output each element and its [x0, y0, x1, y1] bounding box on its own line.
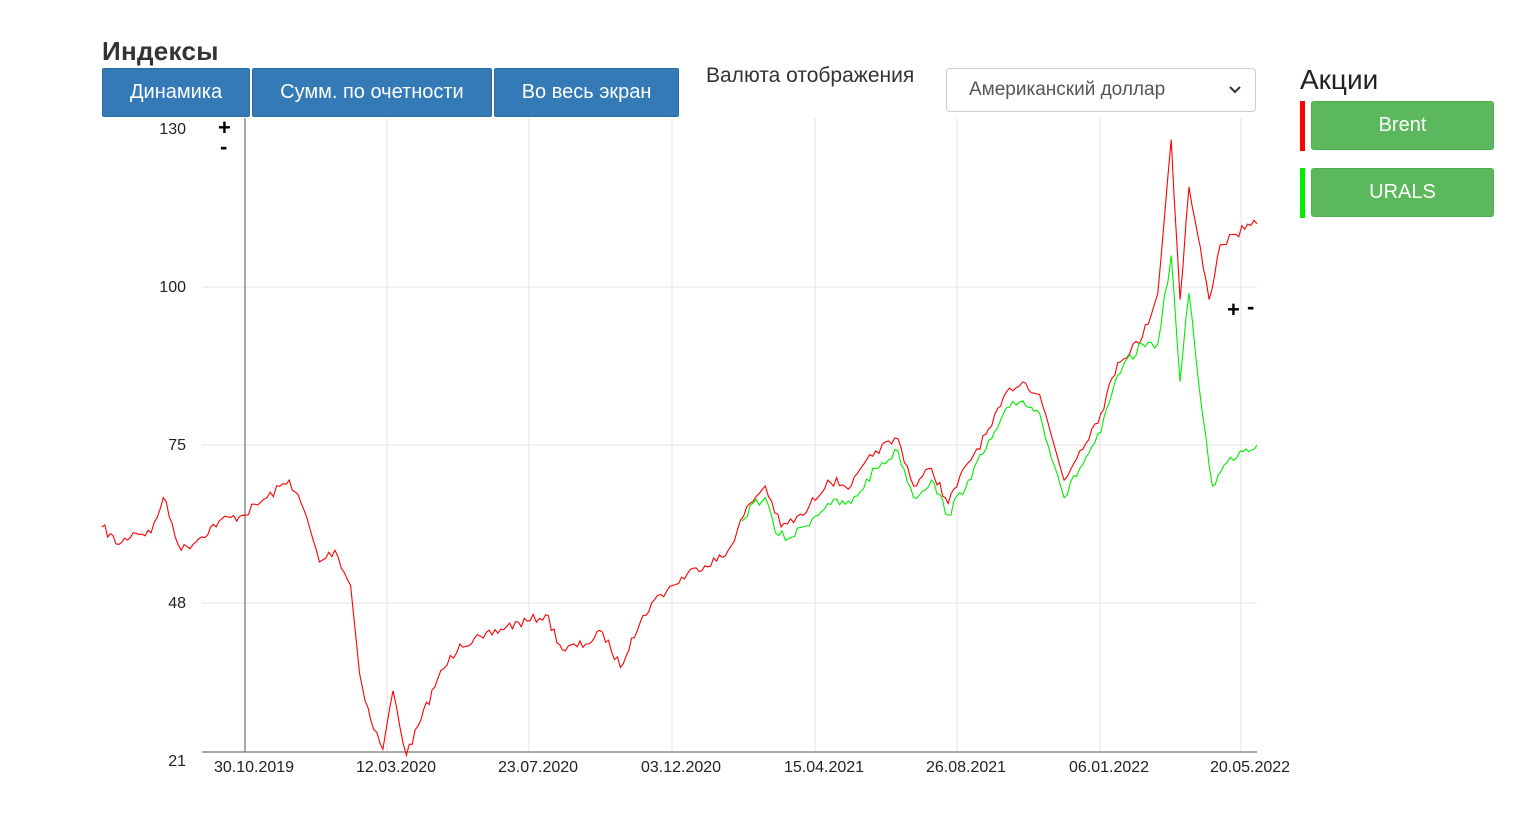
- brent-color-marker: [1300, 101, 1305, 151]
- y-tick-label: 75: [168, 437, 186, 454]
- y-zoom-in-button[interactable]: +: [218, 115, 231, 140]
- chevron-down-icon: [1229, 86, 1241, 94]
- x-tick-label: 23.07.2020: [498, 759, 578, 776]
- currency-select[interactable]: Американский доллар: [946, 68, 1256, 112]
- x-tick-label: 20.05.2022: [1210, 759, 1290, 776]
- brent-button[interactable]: Brent: [1311, 101, 1494, 150]
- currency-label: Валюта отображения: [706, 64, 915, 87]
- grid-layer: [202, 118, 1257, 752]
- y-zoom-out-button[interactable]: -: [220, 134, 228, 159]
- stock-item-brent: Brent: [1300, 101, 1494, 151]
- tick-label-layer: 130 100 75 48 21 30.10.2019 12.03.2020 23.07.20…: [159, 121, 1290, 776]
- series-layer: [101, 139, 1258, 758]
- cumulative-button[interactable]: Сумм. по очетности: [252, 68, 492, 117]
- series-line-brent: [101, 139, 1258, 758]
- dynamics-button[interactable]: Динамика: [102, 68, 251, 117]
- y-tick-label: 100: [159, 279, 186, 296]
- y-tick-label: 21: [168, 753, 186, 770]
- x-zoom-in-button[interactable]: +: [1227, 297, 1240, 322]
- stock-item-urals: URALS: [1300, 168, 1494, 218]
- series-line-urals: [741, 255, 1258, 542]
- x-tick-label: 03.12.2020: [641, 759, 721, 776]
- x-zoom-out-button[interactable]: -: [1247, 294, 1255, 319]
- toolbar: Динамика Сумм. по очетности Во весь экра…: [102, 68, 680, 117]
- urals-color-marker: [1300, 168, 1305, 218]
- y-tick-label: 48: [168, 595, 186, 612]
- fullscreen-button[interactable]: Во весь экран: [493, 68, 680, 117]
- page-title: Индексы: [102, 36, 219, 66]
- y-tick-label: 130: [159, 121, 186, 138]
- x-tick-label: 12.03.2020: [356, 759, 436, 776]
- axis-layer: [202, 118, 1257, 753]
- x-tick-label: 06.01.2022: [1069, 759, 1149, 776]
- currency-selected-value: Американский доллар: [969, 79, 1166, 100]
- x-tick-label: 26.08.2021: [926, 759, 1006, 776]
- stocks-title: Акции: [1300, 64, 1379, 95]
- x-tick-label: 30.10.2019: [214, 759, 294, 776]
- urals-button[interactable]: URALS: [1311, 168, 1494, 217]
- x-tick-label: 15.04.2021: [784, 759, 864, 776]
